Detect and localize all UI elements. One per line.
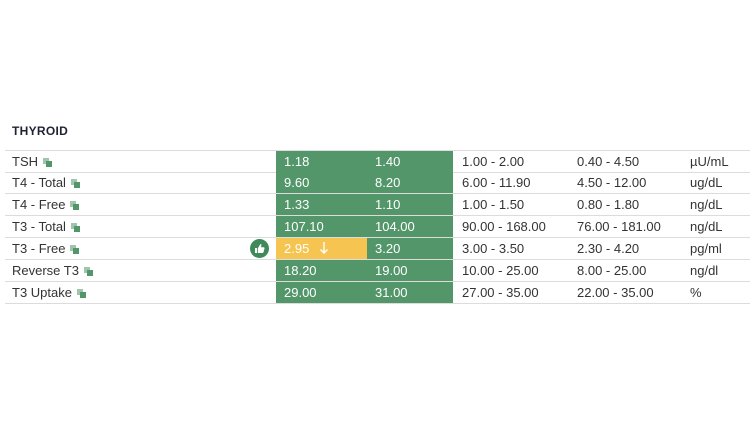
test-name: T3 - Free xyxy=(12,238,80,259)
test-name: T4 - Free xyxy=(12,194,80,215)
copy-icon[interactable] xyxy=(83,267,93,276)
result-row: T3 - Total 107.10 104.00 90.00 - 168.00 76.0… xyxy=(5,216,750,238)
copy-icon[interactable] xyxy=(70,245,80,254)
standard-range: 4.50 - 12.00 xyxy=(577,175,647,190)
unit: pg/ml xyxy=(690,241,722,256)
optimal-range: 1.00 - 2.00 xyxy=(462,154,525,169)
result-cell-bg xyxy=(276,216,453,237)
optimal-range: 10.00 - 25.00 xyxy=(462,263,539,278)
previous-value: 1.40 xyxy=(375,154,401,169)
result-value: 18.20 xyxy=(284,263,317,278)
result-cell-bg xyxy=(276,172,453,193)
unit: ug/dL xyxy=(690,175,723,190)
test-name: Reverse T3 xyxy=(12,260,93,281)
previous-value: 3.20 xyxy=(375,241,401,256)
test-name: T3 Uptake xyxy=(12,282,86,303)
result-cell-bg xyxy=(276,260,453,281)
unit: ng/dL xyxy=(690,197,723,212)
result-cell-bg xyxy=(276,282,453,303)
previous-value: 104.00 xyxy=(375,219,415,234)
result-row: T3 Uptake 29.00 31.00 27.00 - 35.00 22.00 - … xyxy=(5,282,750,304)
result-row: TSH 1.18 1.40 1.00 - 2.00 0.40 - 4.50 µU/mL xyxy=(5,150,750,173)
down-arrow-icon xyxy=(320,242,328,254)
previous-value: 19.00 xyxy=(375,263,408,278)
thumbs-up-icon[interactable] xyxy=(250,239,269,258)
result-row: Reverse T3 18.20 19.00 10.00 - 25.00 8.00 - … xyxy=(5,260,750,282)
result-row: T4 - Total 9.60 8.20 6.00 - 11.90 4.50 - 12.… xyxy=(5,172,750,194)
standard-range: 2.30 - 4.20 xyxy=(577,241,640,256)
standard-range: 22.00 - 35.00 xyxy=(577,285,654,300)
previous-value: 8.20 xyxy=(375,175,401,190)
copy-icon[interactable] xyxy=(70,179,80,188)
unit: % xyxy=(690,285,702,300)
optimal-range: 27.00 - 35.00 xyxy=(462,285,539,300)
standard-range: 76.00 - 181.00 xyxy=(577,219,661,234)
test-name: T4 - Total xyxy=(12,172,80,193)
standard-range: 0.80 - 1.80 xyxy=(577,197,640,212)
result-row: T3 - Free 2.95 3.20 3.00 - 3.50 2.30 - 4.20 p… xyxy=(5,238,750,260)
standard-range: 8.00 - 25.00 xyxy=(577,263,647,278)
section-title: THYROID xyxy=(12,124,69,138)
copy-icon[interactable] xyxy=(43,158,52,167)
copy-icon[interactable] xyxy=(70,201,80,210)
optimal-range: 3.00 - 3.50 xyxy=(462,241,525,256)
optimal-range: 6.00 - 11.90 xyxy=(462,175,531,190)
unit: ng/dl xyxy=(690,263,719,278)
result-value: 29.00 xyxy=(284,285,317,300)
standard-range: 0.40 - 4.50 xyxy=(577,154,640,169)
copy-icon[interactable] xyxy=(70,223,80,232)
copy-icon[interactable] xyxy=(76,289,86,298)
result-value: 1.33 xyxy=(284,197,310,212)
test-name: T3 - Total xyxy=(12,216,80,237)
result-value: 107.10 xyxy=(284,219,324,234)
result-cell-bg xyxy=(276,151,453,172)
result-value: 1.18 xyxy=(284,154,310,169)
result-cell-bg xyxy=(276,194,453,215)
test-name: TSH xyxy=(12,151,52,172)
flag-cell-bg xyxy=(276,238,367,259)
optimal-range: 90.00 - 168.00 xyxy=(462,219,546,234)
previous-value: 31.00 xyxy=(375,285,408,300)
result-row: T4 - Free 1.33 1.10 1.00 - 1.50 0.80 - 1.80 n… xyxy=(5,194,750,216)
result-value: 9.60 xyxy=(284,175,310,190)
result-value: 2.95 xyxy=(284,241,310,256)
unit: ng/dL xyxy=(690,219,723,234)
optimal-range: 1.00 - 1.50 xyxy=(462,197,525,212)
unit: µU/mL xyxy=(690,154,729,169)
previous-value: 1.10 xyxy=(375,197,401,212)
